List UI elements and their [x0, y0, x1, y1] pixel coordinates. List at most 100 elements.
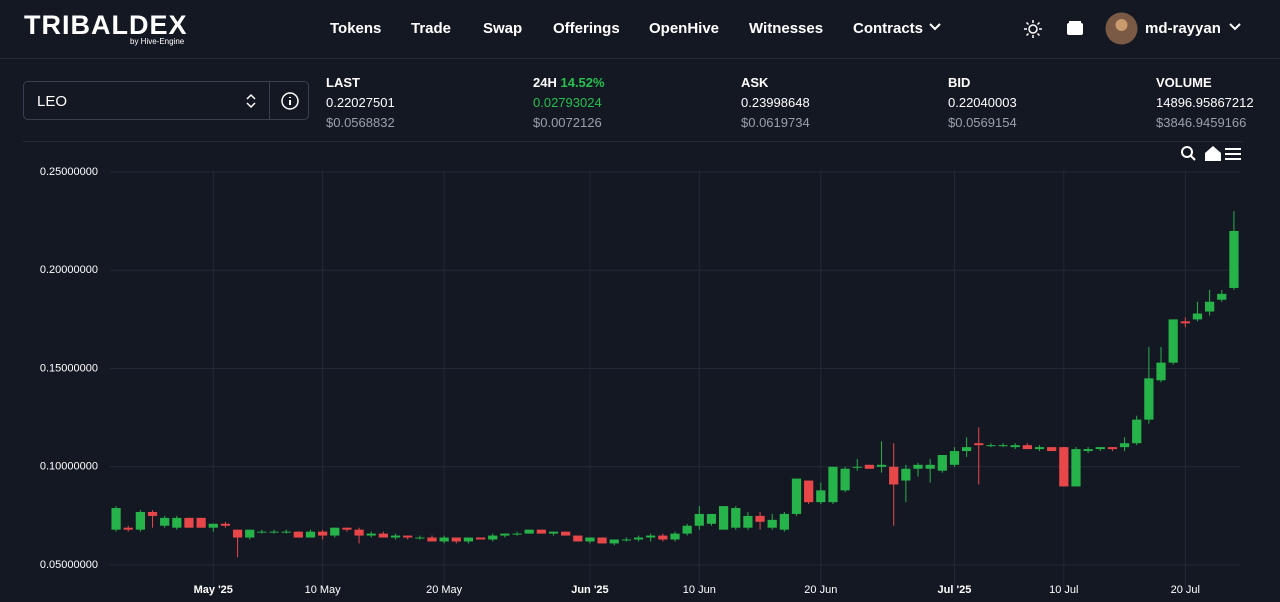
candle-body: [1144, 378, 1154, 420]
chevron: [1229, 23, 1241, 31]
candle-body: [852, 466, 862, 468]
candle-body: [1059, 447, 1069, 487]
stat-usd: $0.0568832: [326, 115, 395, 130]
top-bar: TRIBALDEX by Hive-Engine Tokens Trade Sw…: [0, 0, 1280, 59]
candle-body: [633, 537, 644, 540]
candle-body: [451, 537, 461, 542]
stat-label: BID: [948, 75, 971, 90]
stat-value: 0.02793024: [533, 95, 602, 110]
candle-body: [816, 490, 826, 503]
candle-body: [937, 454, 947, 471]
candle-body: [1156, 362, 1166, 381]
menu-icon[interactable]: [1225, 148, 1241, 160]
candle-body: [876, 464, 887, 467]
candle-body: [840, 468, 850, 491]
candle-body: [415, 537, 425, 539]
candle-body: [390, 535, 401, 538]
stat-label: LAST: [326, 75, 360, 90]
user-name[interactable]: md-rayyan: [1145, 20, 1221, 37]
candle-body: [548, 531, 559, 534]
candle-body: [718, 506, 729, 530]
candle-body: [609, 539, 619, 544]
candle-body: [293, 531, 303, 538]
x-tick-label: Jun '25: [571, 584, 608, 596]
candle-body: [621, 539, 632, 541]
logo[interactable]: TRIBALDEX: [24, 10, 188, 40]
chevron: [929, 23, 941, 31]
candle-body: [1083, 449, 1093, 452]
x-tick-label: 20 Jun: [804, 584, 837, 596]
token-select[interactable]: LEO: [23, 81, 309, 120]
nav-item[interactable]: Trade: [411, 20, 452, 37]
candle-body: [318, 531, 328, 536]
candle-body: [585, 537, 595, 542]
candle-body: [536, 529, 546, 534]
home-icon[interactable]: [1205, 146, 1221, 161]
candle-body: [1180, 321, 1190, 324]
stat: BID 0.22040003 $0.0569154: [948, 73, 1017, 133]
nav-item[interactable]: Offerings: [553, 20, 620, 37]
candle-body: [1071, 449, 1081, 487]
stat: 24H 14.52% 0.02793024 $0.0072126: [533, 73, 605, 133]
x-tick-label: 10 May: [305, 584, 342, 596]
candle-body: [147, 511, 158, 516]
candle-body: [378, 533, 389, 538]
candle-body: [658, 535, 668, 540]
candle-body: [184, 517, 194, 528]
candle-body: [1095, 447, 1105, 450]
y-tick-label: 0.10000000: [40, 461, 98, 473]
candle-body: [1192, 313, 1203, 320]
x-tick-label: 10 Jul: [1049, 584, 1078, 596]
logo-sub: by Hive-Engine: [130, 37, 185, 46]
candle-body: [828, 466, 838, 503]
candle-body: [196, 517, 206, 528]
candle-body: [706, 513, 717, 524]
x-tick-label: Jul '25: [938, 584, 972, 596]
candle-body: [208, 523, 218, 528]
stat-value: 0.23998648: [741, 95, 810, 110]
candle-body: [439, 537, 449, 542]
candle-body: [694, 513, 704, 526]
stat-usd: $3846.9459166: [1156, 115, 1247, 130]
stat-label: ASK: [741, 75, 769, 90]
candle-body: [731, 508, 741, 528]
wallet-icon[interactable]: [1066, 20, 1084, 36]
theme-toggle[interactable]: [1023, 19, 1043, 39]
candle-body: [901, 468, 911, 481]
y-tick-label: 0.25000000: [40, 166, 98, 178]
candle-body: [512, 533, 522, 535]
chart: 0.05000000 0.10000000 0.15000000 0.20000000…: [40, 146, 1241, 596]
candle-body: [488, 535, 498, 540]
stat-usd: $0.0619734: [741, 115, 810, 130]
stat-label: VOLUME: [1156, 75, 1212, 90]
candle-body: [232, 529, 243, 538]
candle-body: [804, 480, 814, 503]
candle-body: [160, 517, 170, 526]
candle-body: [1107, 447, 1118, 450]
nav-item[interactable]: Tokens: [330, 20, 382, 37]
candle-body: [682, 525, 692, 534]
token: LEO: [37, 93, 68, 110]
stat-value: 0.22040003: [948, 95, 1017, 110]
candle-body: [986, 445, 996, 447]
candle-body: [1119, 443, 1130, 448]
zoom-icon[interactable]: [1181, 146, 1193, 158]
nav-item[interactable]: OpenHive: [649, 20, 720, 37]
candle-body: [889, 466, 899, 485]
candle-body: [1047, 447, 1057, 452]
info-button[interactable]: [281, 92, 299, 110]
y-tick-label: 0.15000000: [40, 362, 98, 374]
candle-body: [172, 517, 182, 528]
toolbar: [1181, 146, 1241, 161]
candle-body: [974, 443, 984, 446]
nav-item[interactable]: Swap: [483, 20, 523, 37]
candle-body: [366, 533, 376, 536]
nav-item[interactable]: Witnesses: [749, 20, 824, 37]
avatar[interactable]: [1105, 12, 1138, 45]
candle-body: [427, 537, 437, 542]
candle-body: [670, 533, 680, 540]
stat: ASK 0.23998648 $0.0619734: [741, 73, 810, 133]
nav-item[interactable]: Contracts: [853, 20, 924, 37]
candle-body: [779, 513, 789, 530]
